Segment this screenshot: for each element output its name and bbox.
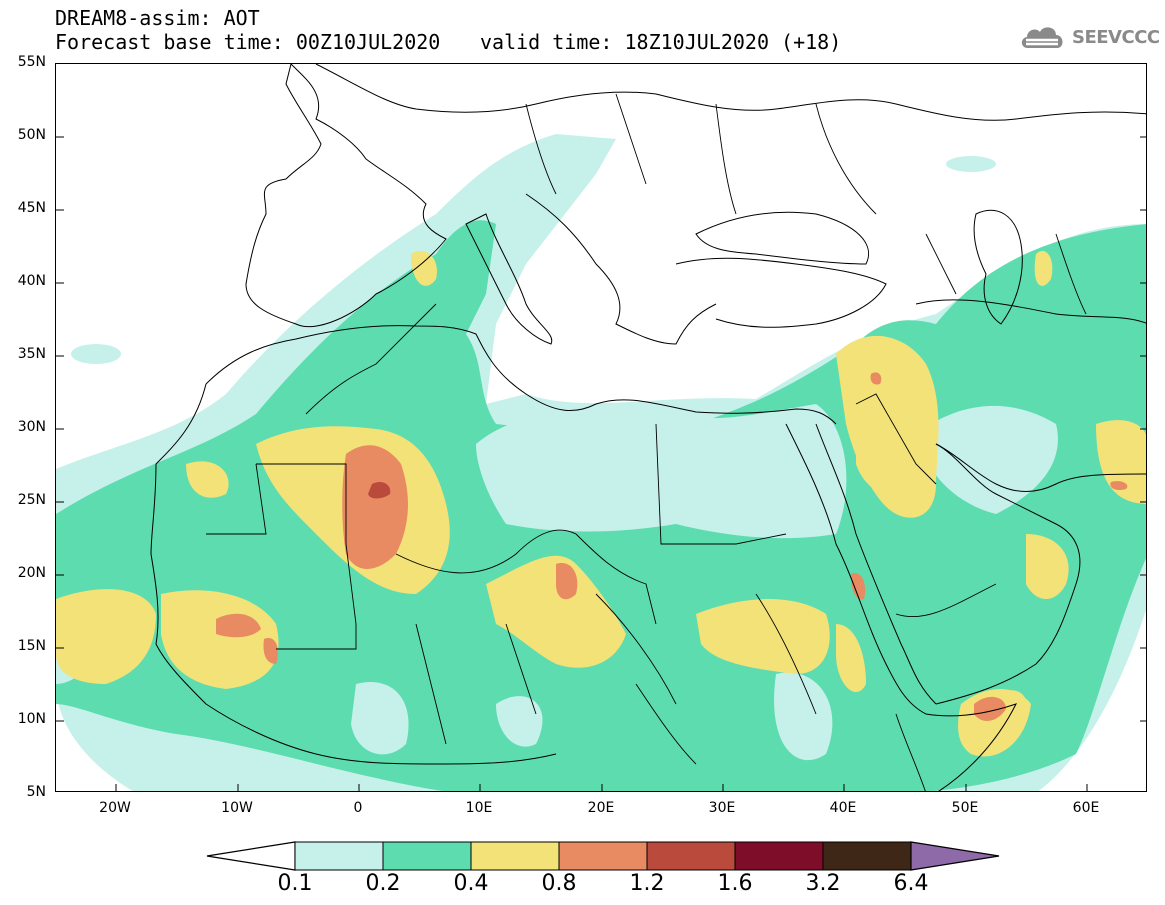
map-title: DREAM8-assim: AOT — [55, 6, 260, 30]
lon-label: 20W — [99, 800, 131, 816]
colorbar-under-triangle — [206, 841, 296, 871]
lat-label: 25N — [17, 492, 46, 508]
colorbar-swatch — [734, 841, 824, 871]
forecast-base-time: Forecast base time: 00Z10JUL2020 — [55, 30, 441, 54]
lon-label: 0 — [353, 800, 363, 816]
valid-time: valid time: 18Z10JUL2020 (+18) — [480, 30, 842, 54]
cloud-icon — [1021, 27, 1063, 48]
lon-label: 30E — [708, 800, 736, 816]
lon-label: 50E — [951, 800, 979, 816]
colorbar-swatch — [822, 841, 912, 871]
lat-label: 45N — [17, 200, 46, 216]
aot-contour-0.8 — [216, 372, 1128, 721]
seevccc-logo: SEEVCCC — [1018, 22, 1160, 52]
lat-label: 30N — [17, 419, 46, 435]
colorbar-label: 1.2 — [629, 871, 665, 896]
colorbar-swatch — [294, 841, 384, 871]
colorbar-label: 0.4 — [453, 871, 489, 896]
political-borders — [206, 93, 1087, 791]
aot-map — [55, 63, 1147, 792]
lon-label: 10W — [221, 800, 253, 816]
colorbar-swatch — [470, 841, 560, 871]
logo-text: SEEVCCC — [1072, 26, 1160, 48]
coastlines — [150, 64, 1146, 791]
lon-label: 40E — [829, 800, 857, 816]
aot-contour-0.4 — [56, 250, 1146, 757]
aot-contour-0.1-patches — [71, 156, 996, 364]
graticule — [56, 136, 1146, 791]
colorbar-label: 0.2 — [365, 871, 401, 896]
colorbar-swatch — [646, 841, 736, 871]
lat-label: 50N — [17, 127, 46, 143]
lon-label: 20E — [587, 800, 615, 816]
lat-label: 35N — [17, 346, 46, 362]
lon-label: 10E — [465, 800, 493, 816]
lon-label: 60E — [1072, 800, 1100, 816]
colorbar-label: 1.6 — [717, 871, 753, 896]
colorbar-over-triangle — [910, 841, 1000, 871]
colorbar-label: 0.1 — [277, 871, 313, 896]
colorbar-label: 6.4 — [893, 871, 929, 896]
colorbar-label: 3.2 — [805, 871, 841, 896]
aot-colorbar — [206, 841, 1000, 871]
lat-label: 5N — [26, 784, 46, 800]
lat-label: 55N — [17, 54, 46, 70]
lat-label: 20N — [17, 565, 46, 581]
lat-label: 10N — [17, 711, 46, 727]
colorbar-swatch — [382, 841, 472, 871]
colorbar-label: 0.8 — [541, 871, 577, 896]
lat-label: 15N — [17, 638, 46, 654]
aot-map-canvas — [56, 64, 1146, 791]
aot-contour-1.2 — [368, 482, 391, 499]
lat-label: 40N — [17, 273, 46, 289]
colorbar-swatch — [558, 841, 648, 871]
